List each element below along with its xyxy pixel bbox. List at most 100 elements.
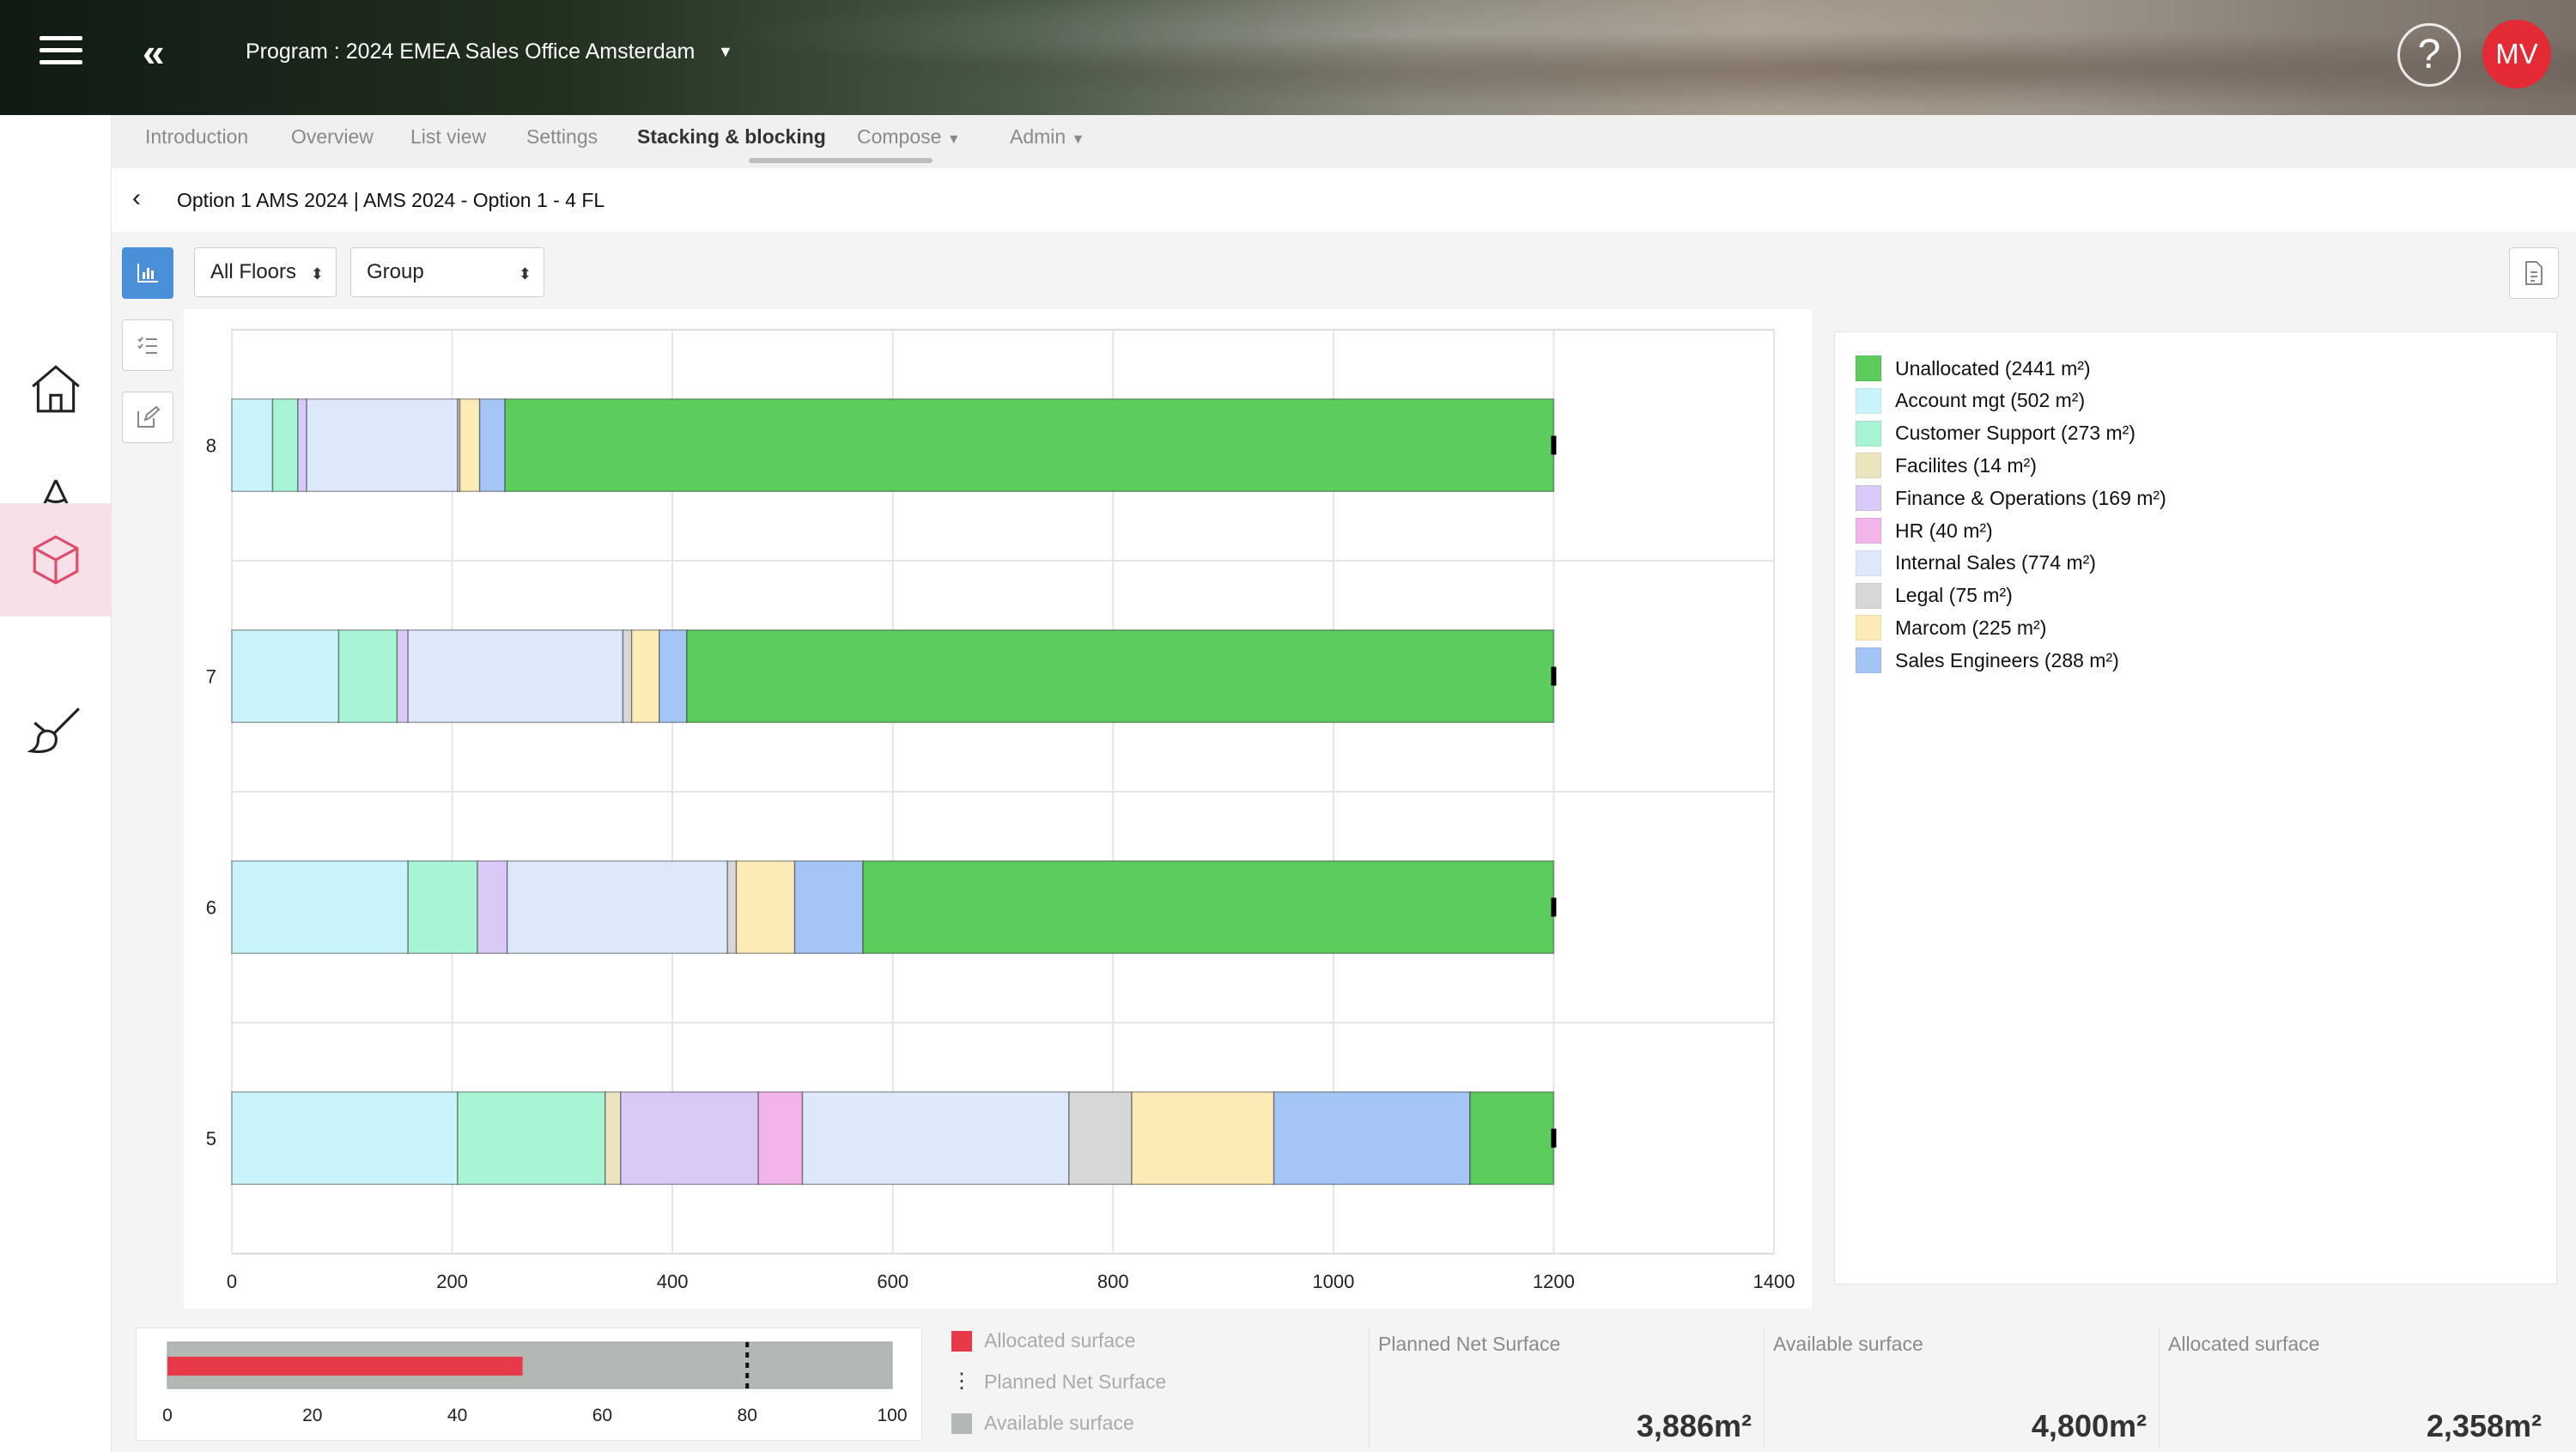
- left-rail: [0, 115, 112, 1452]
- group-select[interactable]: Group ⬍: [350, 247, 544, 297]
- tab-compose[interactable]: Compose ▼: [857, 125, 961, 149]
- bar-segment[interactable]: [407, 629, 624, 724]
- legend-item[interactable]: Finance & Operations (169 m²): [1856, 484, 2166, 512]
- key-available: Available surface: [951, 1412, 1134, 1435]
- bar-segment[interactable]: [686, 629, 1555, 724]
- progress-tick-label: 60: [592, 1406, 612, 1425]
- tab-admin-label: Admin: [1010, 125, 1066, 148]
- hamburger-menu-icon[interactable]: [39, 36, 82, 70]
- program-title[interactable]: Program : 2024 EMEA Sales Office Amsterd…: [246, 39, 696, 64]
- bar-segment[interactable]: [306, 398, 459, 493]
- bar-segment[interactable]: [1273, 1091, 1471, 1186]
- rail-home-button[interactable]: [0, 331, 112, 445]
- list-view-button[interactable]: [122, 319, 173, 371]
- bar-segment[interactable]: [757, 1091, 804, 1186]
- legend-swatch: [1856, 550, 1881, 576]
- tab-introduction[interactable]: Introduction: [145, 125, 249, 148]
- bar-segment[interactable]: [231, 629, 340, 724]
- bar-segment[interactable]: [459, 398, 481, 493]
- export-button[interactable]: [2509, 247, 2559, 299]
- legend-item[interactable]: Unallocated (2441 m²): [1856, 355, 2091, 382]
- bar-segment[interactable]: [231, 860, 410, 955]
- bar-segment[interactable]: [620, 1091, 759, 1186]
- legend-item[interactable]: Internal Sales (774 m²): [1856, 550, 2096, 577]
- x-tick-label: 0: [227, 1271, 237, 1292]
- group-select-value: Group: [367, 260, 424, 283]
- stat-planned-net-surface: Planned Net Surface 3,886m²: [1369, 1327, 1760, 1448]
- bar-segment[interactable]: [506, 860, 729, 955]
- key-planned: ⋮ Planned Net Surface: [951, 1370, 1166, 1394]
- capacity-marker: [1551, 1128, 1557, 1148]
- bar-segment[interactable]: [862, 860, 1555, 955]
- x-tick-label: 1400: [1753, 1271, 1795, 1292]
- bar-segment[interactable]: [297, 398, 307, 493]
- legend-label: Internal Sales (774 m²): [1895, 551, 2096, 574]
- edit-button[interactable]: [122, 392, 173, 443]
- bar-segment[interactable]: [1469, 1091, 1555, 1186]
- legend-label: Customer Support (273 m²): [1895, 422, 2136, 445]
- y-tick-label: 5: [206, 1128, 216, 1150]
- x-tick-label: 200: [436, 1271, 468, 1292]
- surface-progress-chart: 0 20 40 60 80 100: [162, 1341, 908, 1425]
- bar-segment[interactable]: [231, 1091, 459, 1186]
- progress-tick-label: 0: [162, 1406, 173, 1425]
- legend-item[interactable]: Account mgt (502 m²): [1856, 387, 2085, 415]
- legend-item[interactable]: Customer Support (273 m²): [1856, 420, 2136, 447]
- bar-segment[interactable]: [477, 860, 508, 955]
- allocated-swatch: [951, 1330, 972, 1352]
- key-allocated-label: Allocated surface: [984, 1329, 1136, 1352]
- available-swatch: [951, 1413, 972, 1434]
- legend-label: Unallocated (2441 m²): [1895, 356, 2091, 380]
- capacity-marker: [1551, 435, 1557, 455]
- tab-list-view[interactable]: List view: [410, 125, 487, 148]
- program-dropdown-caret-icon[interactable]: ▼: [718, 43, 733, 60]
- stacking-chart: 0 200 400 600 800 1000 1200 1400 8 7 6 5: [206, 329, 1795, 1292]
- back-chevron-icon[interactable]: ‹: [132, 184, 141, 212]
- chart-view-button[interactable]: [122, 247, 173, 299]
- legend-swatch: [1856, 615, 1881, 641]
- bar-segment[interactable]: [1131, 1091, 1275, 1186]
- bar-segment[interactable]: [605, 1091, 622, 1186]
- bar-chart-icon: [137, 264, 158, 283]
- bar-segment[interactable]: [231, 398, 274, 493]
- bar-segment[interactable]: [407, 860, 478, 955]
- bar-segment[interactable]: [622, 629, 633, 724]
- legend-label: Sales Engineers (288 m²): [1895, 648, 2119, 671]
- bar-segment[interactable]: [457, 1091, 606, 1186]
- bar-segment[interactable]: [337, 629, 398, 724]
- bar-segment[interactable]: [801, 1091, 1070, 1186]
- rail-cube-button[interactable]: [0, 503, 112, 617]
- bar-segment[interactable]: [726, 860, 738, 955]
- tab-settings[interactable]: Settings: [526, 125, 598, 148]
- bar-segment[interactable]: [396, 629, 410, 724]
- legend-label: Legal (75 m²): [1895, 584, 2013, 607]
- tab-stacking-blocking[interactable]: Stacking & blocking: [637, 125, 826, 148]
- legend-label: Finance & Operations (169 m²): [1895, 486, 2166, 509]
- legend-item[interactable]: Legal (75 m²): [1856, 582, 2013, 610]
- legend-item[interactable]: Sales Engineers (288 m²): [1856, 647, 2119, 674]
- checklist-icon: [137, 337, 157, 354]
- brush-icon: [27, 708, 80, 754]
- tab-admin[interactable]: Admin ▼: [1010, 125, 1084, 149]
- rail-brush-button[interactable]: [0, 673, 112, 787]
- legend-item[interactable]: Facilites (14 m²): [1856, 452, 2037, 479]
- bar-segment[interactable]: [271, 398, 299, 493]
- user-avatar[interactable]: MV: [2482, 20, 2551, 88]
- floor-select[interactable]: All Floors ⬍: [194, 247, 337, 297]
- bar-segment[interactable]: [504, 398, 1555, 493]
- progress-tick-label: 100: [877, 1406, 907, 1425]
- legend-swatch: [1856, 518, 1881, 544]
- bar-segment[interactable]: [793, 860, 864, 955]
- stat-label: Available surface: [1773, 1333, 1923, 1355]
- legend-item[interactable]: HR (40 m²): [1856, 517, 1993, 544]
- bar-segment[interactable]: [658, 629, 688, 724]
- bar-segment[interactable]: [735, 860, 796, 955]
- bar-segment[interactable]: [630, 629, 660, 724]
- legend-item[interactable]: Marcom (225 m²): [1856, 614, 2046, 641]
- breadcrumb: ‹ Option 1 AMS 2024 | AMS 2024 - Option …: [112, 168, 2576, 232]
- help-icon[interactable]: ?: [2397, 23, 2461, 87]
- bar-segment[interactable]: [478, 398, 506, 493]
- bar-segment[interactable]: [1068, 1091, 1133, 1186]
- collapse-double-chevron-icon[interactable]: «: [143, 30, 165, 75]
- tab-overview[interactable]: Overview: [291, 125, 374, 148]
